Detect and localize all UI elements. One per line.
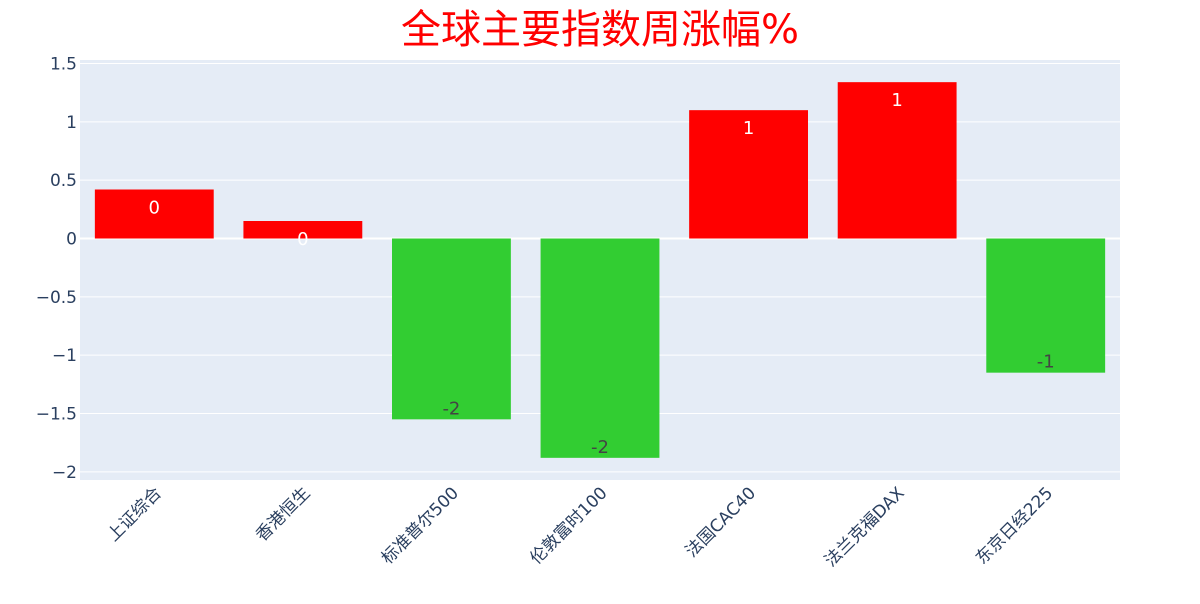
- bar-data-label: 1: [891, 90, 902, 111]
- chart-title: 全球主要指数周涨幅%: [400, 7, 799, 53]
- bar[interactable]: [94, 189, 214, 239]
- y-tick-label: −1.5: [36, 405, 77, 425]
- bar[interactable]: [392, 238, 511, 420]
- bar-data-label: 1: [743, 118, 754, 139]
- x-tick-label: 上证综合: [104, 483, 166, 545]
- y-tick-label: −2: [52, 463, 77, 483]
- y-axis-ticks: 1.5 1 0.5 0 −0.5 −1 −1.5 −2: [36, 55, 77, 483]
- bar-data-label: -2: [591, 437, 609, 458]
- bar[interactable]: [540, 238, 660, 458]
- bar-data-label: 0: [297, 229, 308, 250]
- x-tick-label: 法国CAC40: [682, 483, 760, 561]
- x-tick-label: 香港恒生: [252, 483, 314, 545]
- bars: [94, 82, 1106, 458]
- y-tick-label: −1: [52, 346, 77, 366]
- x-tick-label: 伦敦富时100: [526, 483, 611, 568]
- y-tick-label: 1: [66, 113, 77, 133]
- bar-data-label: -2: [442, 398, 460, 419]
- bar-data-label: -1: [1037, 352, 1055, 373]
- x-tick-label: 法兰克福DAX: [821, 483, 909, 571]
- x-axis-ticks: 上证综合 香港恒生 标准普尔500 伦敦富时100 法国CAC40 法兰克福DAX 东京日经…: [104, 483, 1058, 571]
- y-tick-label: 1.5: [50, 55, 77, 75]
- bar[interactable]: [689, 110, 808, 239]
- bar-labels: 0 0 -2 -2 1 1 -1: [149, 90, 1055, 458]
- bar-data-label: 0: [149, 198, 160, 219]
- bar[interactable]: [243, 221, 363, 239]
- x-tick-label: 标准普尔500: [378, 483, 463, 568]
- y-tick-label: −0.5: [36, 288, 77, 308]
- x-tick-label: 东京日经225: [972, 483, 1057, 568]
- bar[interactable]: [837, 82, 957, 239]
- y-tick-label: 0.5: [50, 171, 77, 191]
- y-tick-label: 0: [66, 230, 77, 250]
- bar[interactable]: [986, 238, 1106, 373]
